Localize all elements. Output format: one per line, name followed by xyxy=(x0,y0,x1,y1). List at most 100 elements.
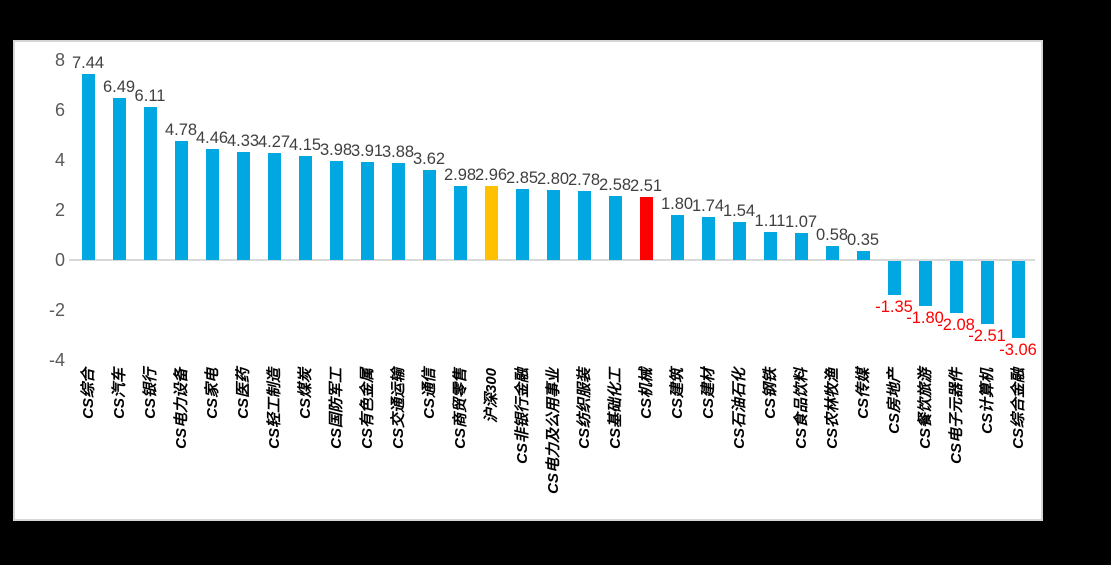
bar-value-label: -1.35 xyxy=(875,297,913,316)
category-label: CS石油石化 xyxy=(731,368,748,449)
category-label: CS机械 xyxy=(638,368,655,419)
category-label: CS钢铁 xyxy=(762,368,779,419)
bar-value-label: 7.44 xyxy=(71,54,105,72)
bar xyxy=(887,261,901,295)
y-axis-tick-label: 6 xyxy=(54,100,65,120)
y-axis-tick-label: 0 xyxy=(54,250,65,270)
bar xyxy=(949,261,963,313)
bar-value-label: 3.88 xyxy=(381,143,415,161)
category-label: CS交通运输 xyxy=(390,368,407,449)
category-label: CS电力及公用事业 xyxy=(545,368,562,494)
category-label: CS建材 xyxy=(700,368,717,419)
bar-value-label: 3.91 xyxy=(350,142,384,161)
x-axis-line xyxy=(69,259,1035,261)
category-label: CS家电 xyxy=(204,368,221,419)
bar-value-label: 1.11 xyxy=(754,212,786,231)
bar xyxy=(763,232,777,260)
bar xyxy=(391,163,405,260)
category-label: CS电力设备 xyxy=(173,368,190,449)
bar xyxy=(205,148,219,260)
y-axis-tick-label: 2 xyxy=(54,200,65,220)
bar xyxy=(1011,261,1025,338)
plot-area: 8 6 4 2 0 -2 -4 7.44 CS综合 6.49 CS汽车 6.11 CS银行 4.78 CS电… xyxy=(15,42,1041,519)
bar xyxy=(794,233,808,260)
bar xyxy=(670,215,684,260)
category-label: CS商贸零售 xyxy=(452,368,469,449)
bar xyxy=(701,216,715,260)
bar-value-label: 4.33 xyxy=(226,131,260,150)
bar xyxy=(267,153,281,260)
bar-value-label: 3.62 xyxy=(412,149,446,168)
bar xyxy=(236,151,250,260)
bar xyxy=(329,160,343,260)
category-label: CS有色金属 xyxy=(359,368,376,449)
bar xyxy=(918,261,932,306)
category-label: CS食品饮料 xyxy=(793,368,810,449)
bar xyxy=(825,245,839,260)
bar-value-label: 2.85 xyxy=(505,168,539,187)
bar xyxy=(546,190,560,260)
bar-value-label: 2.98 xyxy=(443,165,477,184)
category-label: CS电子元器件 xyxy=(948,368,965,464)
chart-panel: 8 6 4 2 0 -2 -4 7.44 CS综合 6.49 CS汽车 6.11 CS银行 4.78 CS电… xyxy=(15,42,1041,519)
bar xyxy=(422,169,436,260)
category-label: CS纺织服装 xyxy=(576,368,593,449)
bar-value-label: 1.74 xyxy=(691,196,725,215)
bar-value-label: -2.08 xyxy=(937,316,975,334)
bar-value-label: 2.51 xyxy=(629,177,663,196)
bar xyxy=(112,97,126,260)
bar xyxy=(298,156,312,260)
bar-value-label: 1.07 xyxy=(784,213,818,232)
bar-value-label: 4.15 xyxy=(288,136,322,155)
bar-value-label: 2.78 xyxy=(567,170,601,189)
bar-value-label: 4.27 xyxy=(257,133,291,152)
bar xyxy=(856,251,870,260)
bar xyxy=(81,74,95,260)
bar-value-label: 4.78 xyxy=(164,120,198,139)
bar-value-label: -3.06 xyxy=(999,340,1037,359)
category-label: CS餐饮旅游 xyxy=(917,368,934,449)
bar-value-label: 2.96 xyxy=(474,166,508,184)
category-label: CS汽车 xyxy=(111,368,128,419)
bar-value-label: 4.46 xyxy=(195,128,229,147)
bar-value-label: -1.80 xyxy=(906,309,944,327)
bar-value-label: 1.54 xyxy=(722,201,756,220)
category-label: CS医药 xyxy=(235,368,252,419)
bar-value-label: -2.51 xyxy=(968,326,1006,345)
category-label: CS非银行金融 xyxy=(514,368,531,464)
category-label: CS银行 xyxy=(142,368,159,419)
bar xyxy=(577,190,591,260)
category-label: CS基础化工 xyxy=(607,368,624,449)
category-label: CS计算机 xyxy=(979,368,996,434)
bar xyxy=(143,107,157,260)
category-label: CS轻工制造 xyxy=(266,368,283,449)
bar xyxy=(639,197,653,260)
bar-value-label: 0.58 xyxy=(815,225,849,244)
category-label: CS建筑 xyxy=(669,368,686,419)
category-label: CS国防军工 xyxy=(328,368,345,449)
category-label: CS煤炭 xyxy=(297,368,314,419)
y-axis-tick-label: 8 xyxy=(54,50,65,70)
category-label: CS房地产 xyxy=(886,368,903,434)
bar xyxy=(360,162,374,260)
y-axis-tick-label: -4 xyxy=(48,350,65,370)
bar xyxy=(980,261,994,324)
bar-value-label: 6.49 xyxy=(102,77,136,96)
category-label: 沪深300 xyxy=(483,368,500,424)
bar-value-label: 2.58 xyxy=(598,175,632,194)
category-label: CS综合 xyxy=(80,368,97,419)
category-label: CS传媒 xyxy=(855,368,872,419)
y-axis-tick-label: 4 xyxy=(54,150,65,170)
bar xyxy=(174,140,188,260)
bar xyxy=(608,195,622,260)
bar-value-label: 1.80 xyxy=(660,195,694,213)
bar xyxy=(732,221,746,260)
category-label: CS通信 xyxy=(421,368,438,419)
bar-value-label: 2.80 xyxy=(536,170,570,188)
bar xyxy=(515,188,529,260)
bar-value-label: 3.98 xyxy=(319,140,353,159)
bar-value-label: 0.35 xyxy=(846,231,880,250)
bar-value-label: 6.11 xyxy=(134,87,166,106)
y-axis-tick-label: -2 xyxy=(48,300,65,320)
bar xyxy=(484,186,498,260)
